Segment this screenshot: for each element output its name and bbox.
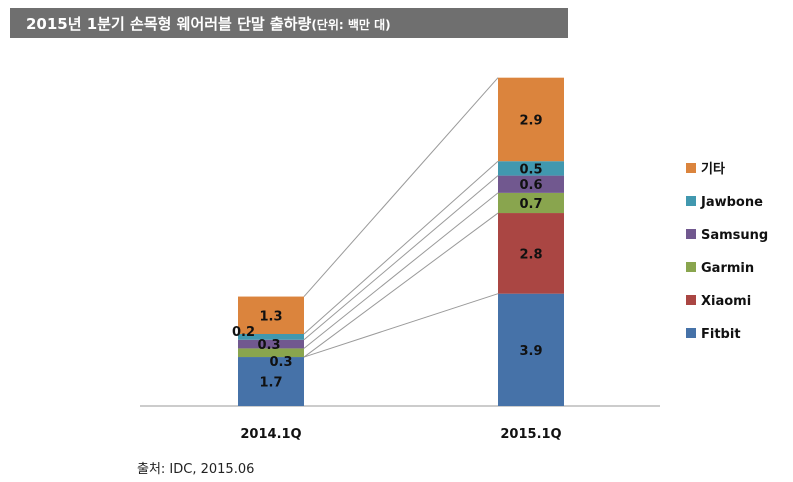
connector-line-xiaomi (303, 212, 499, 358)
legend-swatch-기타 (686, 163, 696, 173)
chart-title-bar: 2015년 1분기 손목형 웨어러블 단말 출하량(단위: 백만 대) (10, 8, 568, 38)
legend-label-기타: 기타 (701, 161, 725, 177)
source-note: 출처: IDC, 2015.06 (137, 462, 255, 477)
data-label-samsung-2015-1q: 0.6 (519, 178, 542, 193)
bar-fitbit-2014-1q (238, 357, 304, 406)
data-label-기타-2015-1q: 2.9 (519, 113, 542, 128)
bar-samsung-2014-1q (238, 339, 304, 349)
legend-swatch-garmin (686, 262, 696, 272)
category-label-2014-1q: 2014.1Q (240, 427, 301, 442)
bar-garmin-2015-1q (498, 192, 564, 214)
bar-xiaomi-2015-1q (498, 213, 564, 294)
legend-swatch-jawbone (686, 196, 696, 206)
chart-title: 2015년 1분기 손목형 웨어러블 단말 출하량 (26, 15, 312, 33)
connector-line-garmin (303, 192, 499, 349)
legend-label-xiaomi: Xiaomi (701, 294, 751, 309)
connector-line-jawbone (303, 160, 499, 335)
connector-line-기타 (303, 77, 499, 297)
legend-label-jawbone: Jawbone (700, 195, 763, 210)
legend-swatch-fitbit (686, 328, 696, 338)
chart-unit: (단위: 백만 대) (311, 18, 391, 32)
bar-기타-2014-1q (238, 296, 304, 334)
bar-fitbit-2015-1q (498, 293, 564, 406)
bar-garmin-2014-1q (238, 348, 304, 358)
data-label-xiaomi-2015-1q: 2.8 (519, 247, 542, 262)
legend-swatch-samsung (686, 229, 696, 239)
data-label-fitbit-2015-1q: 3.9 (519, 344, 542, 359)
data-label-jawbone-2014-1q: 0.2 (232, 325, 255, 340)
bar-jawbone-2014-1q (238, 334, 304, 340)
data-label-기타-2014-1q: 1.3 (259, 309, 282, 324)
legend-label-samsung: Samsung (701, 228, 768, 243)
connector-line-samsung (303, 175, 499, 341)
data-label-garmin-2015-1q: 0.7 (519, 197, 542, 212)
legend-label-garmin: Garmin (701, 261, 754, 276)
category-label-2015-1q: 2015.1Q (500, 427, 561, 442)
data-label-samsung-2014-1q: 0.3 (257, 338, 280, 353)
data-label-fitbit-2014-1q: 1.7 (259, 376, 282, 391)
data-label-garmin-2014-1q: 0.3 (269, 355, 292, 370)
connector-line-fitbit (303, 293, 499, 358)
bar-jawbone-2015-1q (498, 161, 564, 176)
legend-swatch-xiaomi (686, 295, 696, 305)
bar-samsung-2015-1q (498, 175, 564, 193)
legend-label-fitbit: Fitbit (701, 327, 741, 342)
data-label-jawbone-2015-1q: 0.5 (519, 162, 542, 177)
bar-기타-2015-1q (498, 77, 564, 162)
